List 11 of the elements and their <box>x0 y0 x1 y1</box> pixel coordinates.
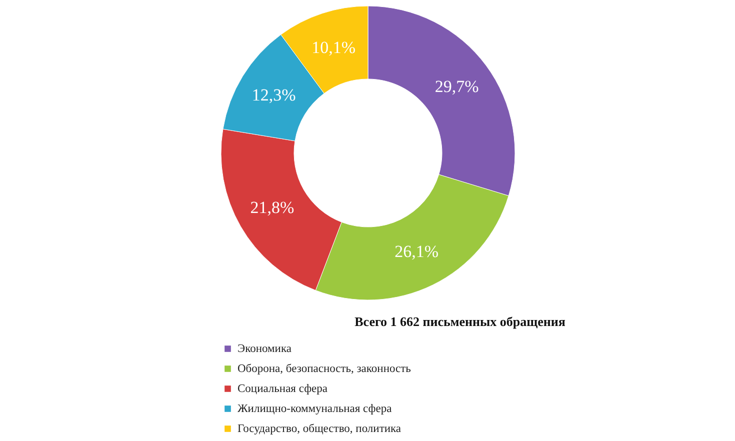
legend-label: Экономика <box>238 342 292 355</box>
legend-label: Жилищно-коммунальная сфера <box>238 402 392 415</box>
data-label: 12,3% <box>252 85 296 104</box>
legend-label: Государство, общество, политика <box>238 422 402 435</box>
legend-label: Социальная сфера <box>238 382 328 395</box>
data-label: 29,7% <box>434 77 479 96</box>
text: Всего 1 662 письменных обращения <box>354 314 566 329</box>
data-label: 10,1% <box>312 38 356 58</box>
data-label: 21,8% <box>250 198 294 218</box>
legend-label: Оборона, безопасность, законность <box>238 362 411 375</box>
data-label: 26,1% <box>394 242 439 262</box>
